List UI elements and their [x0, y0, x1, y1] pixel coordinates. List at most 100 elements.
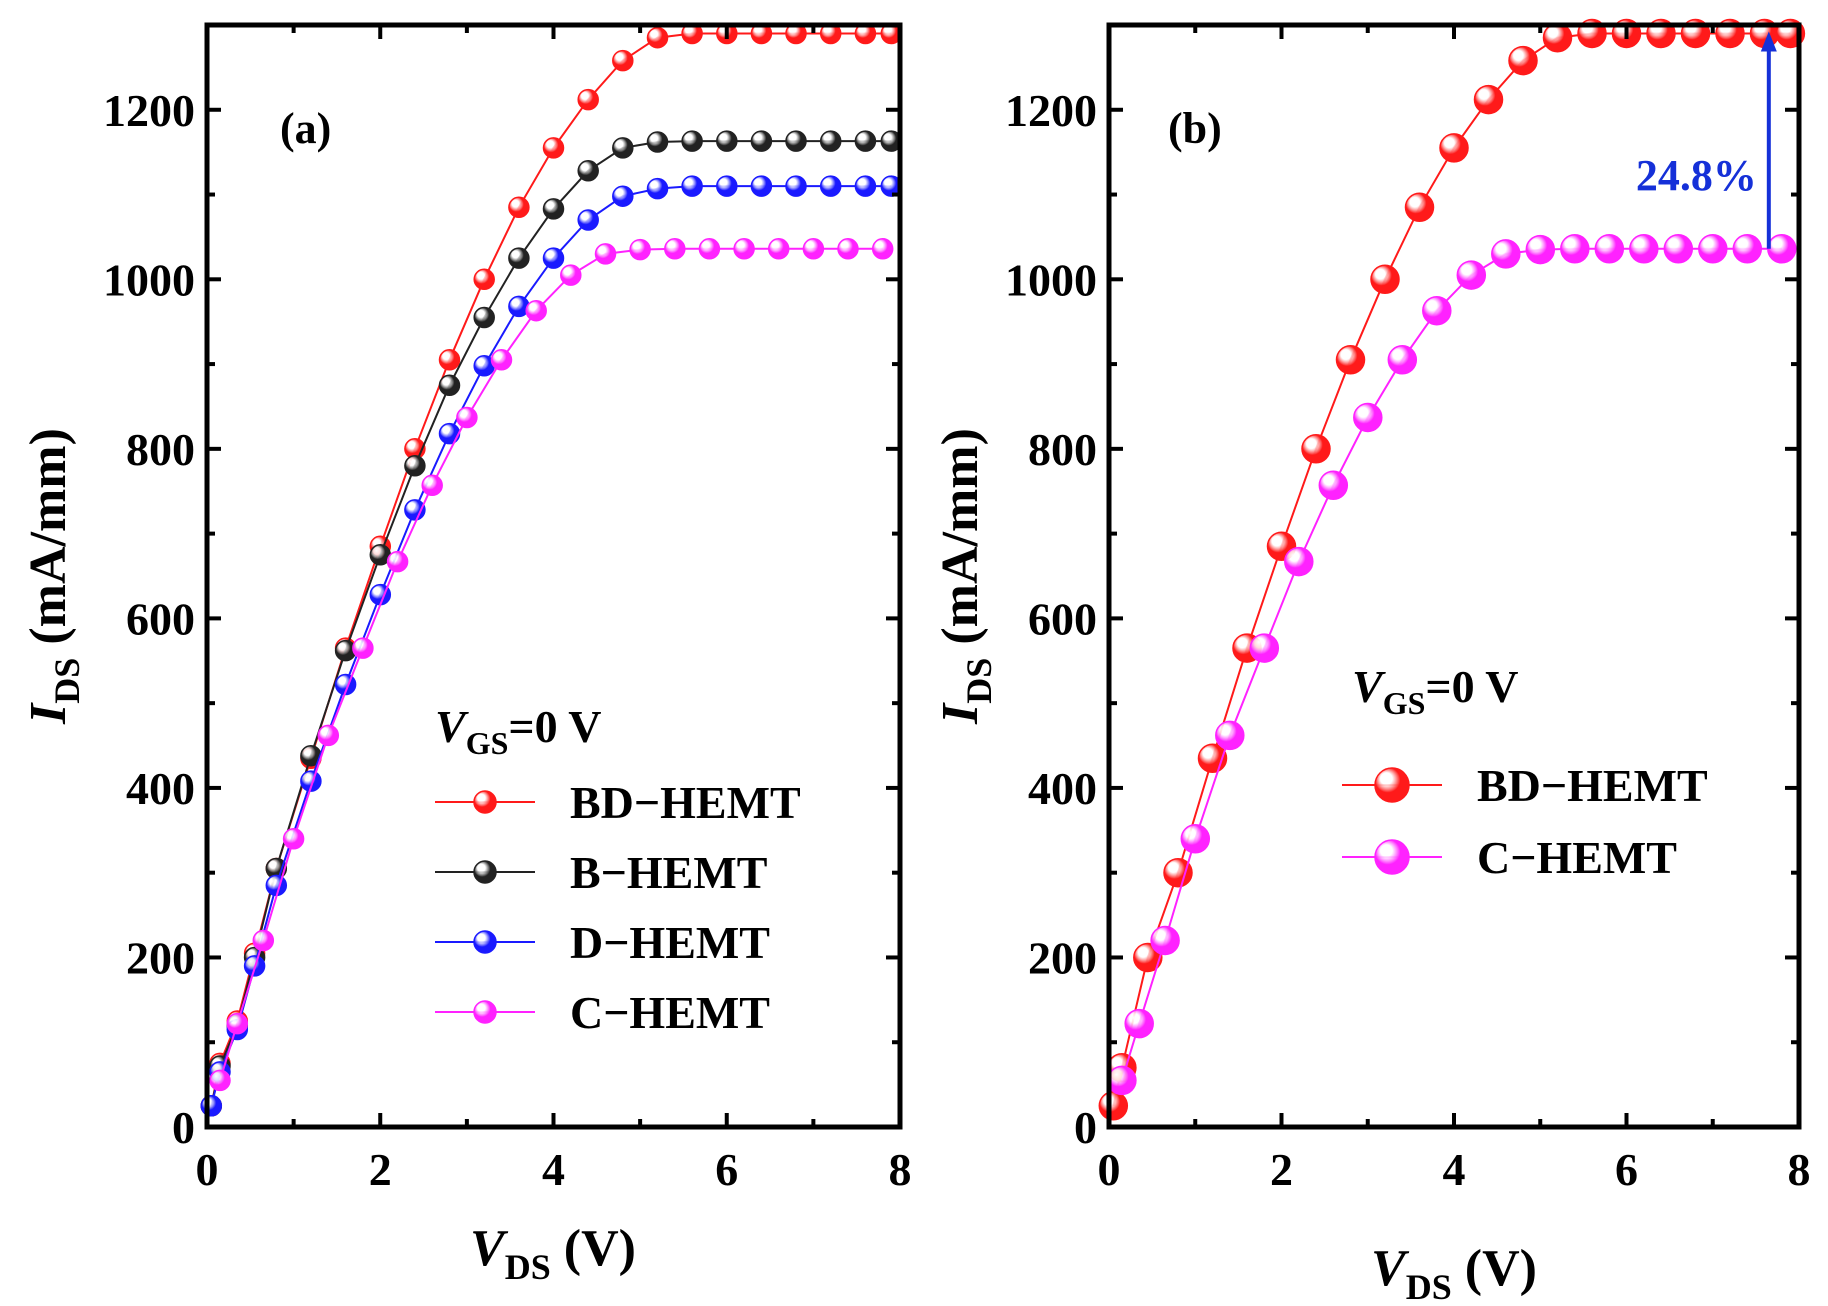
data-point-magenta [1732, 234, 1763, 264]
y-tick-label: 1000 [103, 254, 195, 305]
data-point-magenta [1456, 260, 1487, 290]
data-point-magenta [1124, 1008, 1154, 1039]
data-point-black [508, 247, 530, 269]
data-point-blue [200, 1095, 223, 1117]
legend-a: VGS=0 V BD−HEMT B−HEMT D−HEMT C−HEMT [435, 701, 801, 1038]
data-point-magenta [1215, 720, 1245, 751]
x-tick-label: 6 [1615, 1144, 1638, 1195]
legend-entries-b: BD−HEMT C−HEMT [1342, 760, 1708, 883]
y-tick-label: 0 [1074, 1102, 1097, 1153]
y-tick-label: 1200 [103, 85, 195, 136]
data-point-black [819, 130, 842, 152]
legend-label-magenta: C−HEMT [1477, 832, 1677, 883]
data-point-red [1098, 1091, 1129, 1121]
x-tick-label: 2 [369, 1144, 392, 1195]
data-point-blue [646, 177, 669, 200]
data-point-blue [542, 247, 565, 269]
data-point-blue [785, 175, 807, 197]
data-point-blue [716, 175, 738, 197]
data-point-black [750, 130, 773, 152]
y-tick-label: 0 [172, 1102, 195, 1153]
data-point-red [1542, 22, 1573, 53]
ticks-layer-a: 0 2 4 6 8 0 200 400 600 800 1000 1200 [103, 25, 912, 1195]
data-point-magenta [1180, 824, 1211, 854]
data-point-magenta [698, 238, 721, 260]
data-point-red [473, 268, 495, 291]
data-point-black [473, 306, 495, 329]
legend-marker-red [473, 790, 497, 814]
data-point-magenta [282, 828, 305, 850]
data-point-blue [750, 175, 773, 197]
data-point-magenta [317, 724, 340, 747]
x-tick-label: 0 [1098, 1144, 1121, 1195]
data-point-magenta [525, 299, 547, 322]
y-tick-label: 400 [126, 763, 195, 814]
data-point-blue [819, 175, 842, 197]
data-point-red [1163, 857, 1193, 888]
data-point-red [1508, 45, 1538, 76]
data-point-magenta [1387, 345, 1418, 375]
data-point-blue [854, 175, 877, 197]
y-tick-label: 600 [126, 593, 195, 644]
legend-marker-black [473, 860, 497, 884]
data-point-magenta [1318, 470, 1349, 501]
data-point-red [1370, 264, 1400, 295]
data-point-red [542, 137, 565, 159]
data-point-black [404, 455, 426, 477]
data-point-black [438, 374, 461, 397]
legend-label-black: B−HEMT [570, 847, 767, 898]
series-line-red [1112, 32, 1791, 1107]
data-point-black [612, 137, 634, 159]
data-point-red [1439, 133, 1469, 163]
data-point-blue [577, 209, 599, 231]
data-point-blue [300, 770, 322, 792]
y-tick-label: 800 [126, 424, 195, 475]
data-point-magenta [490, 349, 513, 371]
data-point-magenta [1284, 546, 1314, 577]
y-tick-label: 400 [1028, 763, 1097, 814]
data-point-red [612, 49, 634, 72]
annotation-b: 24.8% [1636, 31, 1777, 249]
x-tick-label: 4 [1443, 1144, 1466, 1195]
legend-b: VGS=0 V BD−HEMT C−HEMT [1342, 661, 1708, 883]
data-point-magenta [456, 406, 478, 429]
x-tick-label: 2 [1270, 1144, 1293, 1195]
data-point-magenta [1491, 239, 1521, 269]
data-point-magenta [837, 238, 859, 260]
data-point-magenta [352, 637, 374, 659]
data-point-magenta [1594, 234, 1625, 264]
data-point-magenta [802, 238, 825, 260]
ticks-layer-b: 0 2 4 6 8 0 200 400 600 800 1000 1200 [1005, 25, 1811, 1195]
data-point-blue [681, 175, 703, 197]
y-tick-label: 1000 [1005, 254, 1097, 305]
legend-marker-red [1374, 767, 1410, 803]
legend-marker-magenta [1374, 839, 1410, 875]
data-point-magenta [252, 929, 275, 952]
panel-label-b: (b) [1168, 104, 1222, 153]
y-tick-label: 200 [126, 932, 195, 983]
data-point-red [1301, 434, 1331, 464]
annotation-arrow-head [1760, 31, 1777, 52]
data-point-blue [438, 422, 461, 445]
data-point-blue [265, 874, 288, 897]
data-point-black [681, 130, 703, 152]
y-axis-label-b: IDS (mA/mm) [932, 428, 999, 725]
data-point-black [716, 130, 738, 152]
x-tick-label: 0 [196, 1144, 219, 1195]
x-axis-label-b: VDS (V) [1371, 1240, 1537, 1306]
data-point-black [854, 130, 877, 152]
data-point-magenta [1422, 295, 1452, 326]
series-layer-b [1098, 18, 1806, 1121]
data-point-magenta [386, 550, 409, 573]
data-point-red [438, 349, 461, 371]
data-point-magenta [1107, 1065, 1137, 1096]
x-axis-label-a: VDS (V) [470, 1220, 636, 1287]
series-layer-a [200, 22, 903, 1117]
data-point-magenta [560, 264, 582, 286]
panel-label-a: (a) [280, 104, 331, 153]
data-point-magenta [1663, 234, 1694, 264]
data-point-magenta [226, 1012, 249, 1035]
data-point-magenta [733, 238, 755, 260]
x-tick-label: 8 [1788, 1144, 1811, 1195]
